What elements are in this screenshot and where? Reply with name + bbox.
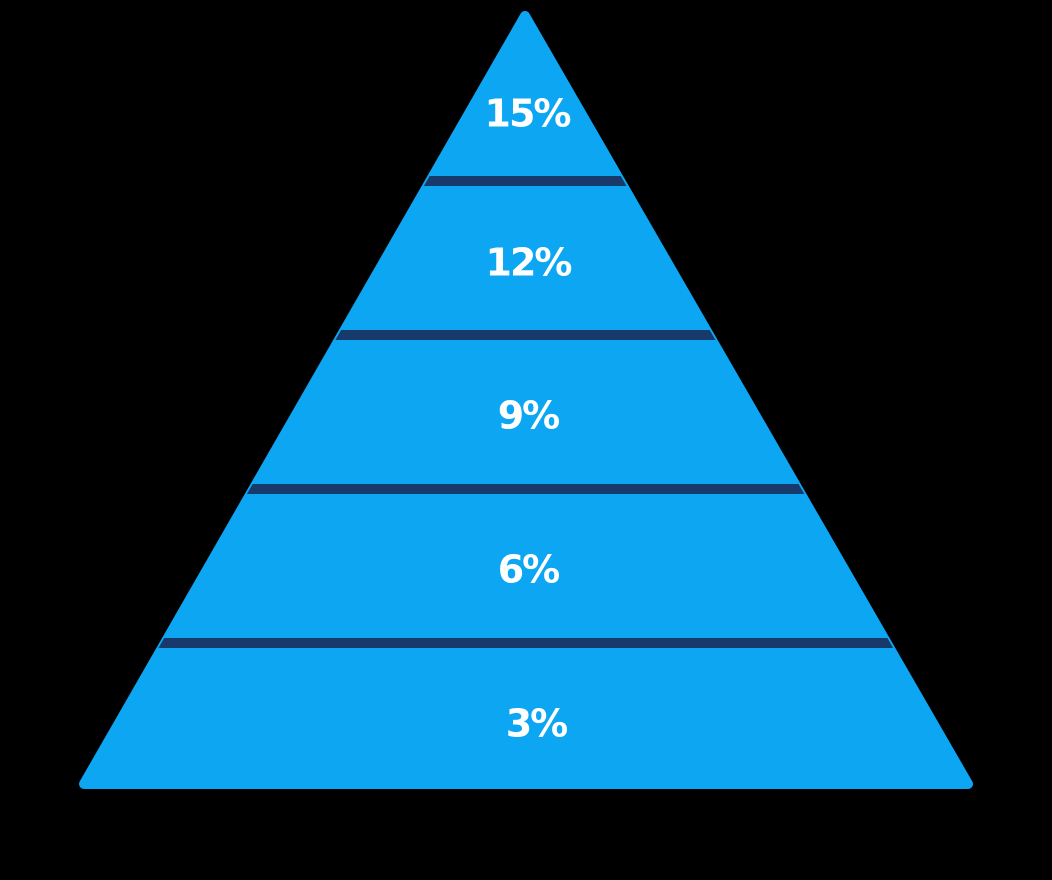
divider [78, 484, 974, 494]
level-label: 3% [506, 702, 567, 746]
divider [78, 638, 974, 648]
level-label: 6% [498, 548, 559, 592]
level-label: 12% [486, 241, 572, 285]
divider [78, 330, 974, 340]
level-label: 15% [485, 92, 571, 136]
level-label: 9% [498, 394, 559, 438]
pyramid-shape [79, 11, 973, 789]
dividers [78, 176, 974, 648]
divider [78, 176, 974, 186]
